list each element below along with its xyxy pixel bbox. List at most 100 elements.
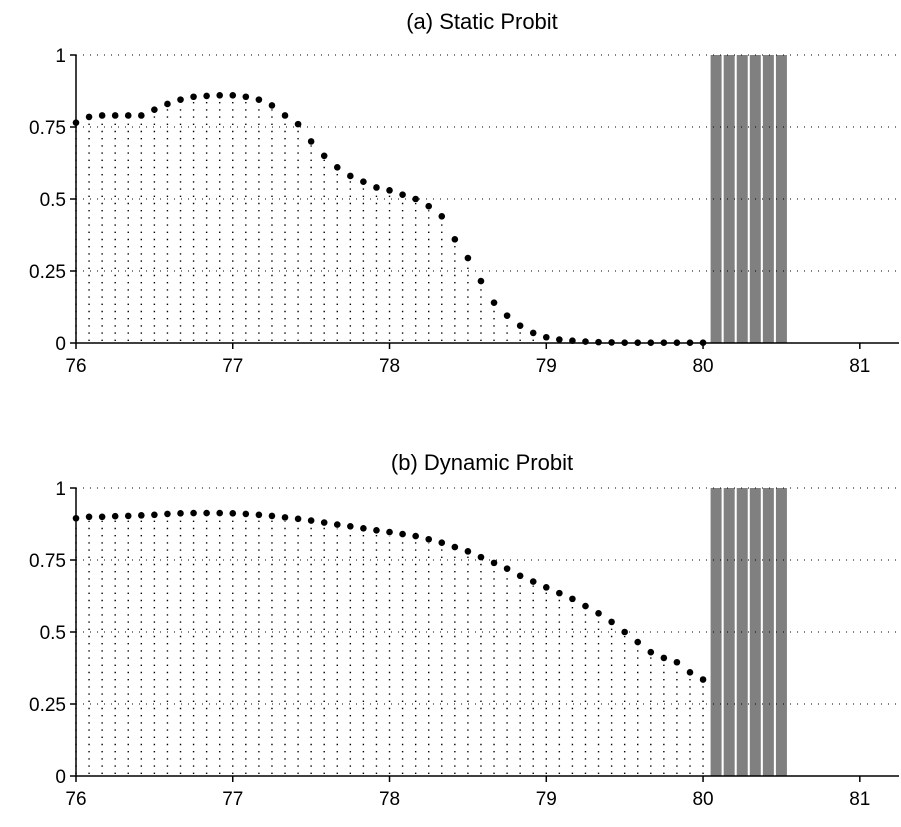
data-point-b: [425, 535, 433, 543]
data-point-b: [268, 512, 276, 520]
data-point-b: [72, 514, 80, 522]
shaded-bar-a: [762, 55, 774, 343]
y-tick-label-a: 0: [55, 334, 66, 355]
data-point-b: [190, 509, 197, 517]
data-point-b: [451, 543, 459, 551]
chart-panel-a: (a) Static Probit 0 0.25 0.5 0.75 1 76 77 78 79 8…: [29, 9, 899, 377]
data-point-a: [190, 93, 197, 101]
data-point-b: [360, 525, 367, 532]
data-point-b: [503, 565, 511, 572]
x-tick-label-a: 78: [379, 356, 400, 377]
x-tick-label-b: 77: [222, 789, 243, 810]
data-point-a: [386, 187, 393, 194]
data-point-a: [425, 202, 433, 210]
data-point-a: [399, 191, 406, 198]
data-point-a: [255, 96, 263, 103]
data-point-a: [556, 336, 563, 343]
shaded-bar-a: [736, 55, 748, 343]
data-point-a: [98, 112, 106, 119]
x-tick-label-a: 79: [536, 356, 557, 377]
data-point-a: [307, 138, 315, 145]
data-point-a: [477, 277, 485, 285]
shaded-bar-b: [710, 488, 722, 776]
data-point-b: [412, 532, 419, 540]
y-tick-label-a: 1: [55, 46, 66, 67]
data-point-a: [177, 96, 184, 103]
data-point-b: [582, 602, 589, 610]
data-point-a: [595, 338, 602, 346]
data-point-b: [699, 676, 707, 683]
data-point-b: [229, 510, 237, 517]
data-point-a: [124, 112, 132, 119]
data-point-b: [569, 595, 576, 603]
y-tick-label-a: 0.25: [29, 262, 66, 283]
data-point-a: [660, 339, 668, 347]
x-tick-label-a: 76: [65, 356, 86, 377]
y-tick-label-b: 0.75: [29, 551, 66, 572]
data-point-a: [673, 339, 681, 347]
chart-title-b: (b) Dynamic Probit: [391, 450, 573, 475]
chart-panel-b: (b) Dynamic Probit 0 0.25 0.5 0.75 1 76 77 78 79…: [29, 450, 899, 810]
data-point-a: [72, 119, 80, 126]
data-point-a: [373, 184, 380, 191]
data-point-b: [542, 584, 550, 591]
data-point-b: [242, 510, 250, 518]
data-point-a: [216, 92, 224, 99]
data-point-b: [673, 658, 681, 666]
y-tick-label-b: 0.5: [40, 623, 66, 644]
data-point-b: [634, 638, 642, 646]
data-point-b: [85, 513, 93, 521]
data-point-b: [333, 521, 341, 528]
data-point-a: [647, 339, 655, 347]
data-point-a: [281, 112, 289, 119]
shaded-bar-a: [710, 55, 722, 343]
x-tick-label-b: 76: [65, 789, 86, 810]
data-point-b: [111, 512, 119, 520]
data-point-a: [242, 93, 250, 101]
data-point-a: [347, 172, 354, 180]
x-tick-label-b: 81: [849, 789, 870, 810]
data-point-b: [556, 589, 563, 597]
data-point-b: [373, 527, 380, 534]
data-point-a: [412, 195, 419, 203]
data-point-a: [503, 312, 511, 319]
x-tick-label-b: 79: [536, 789, 557, 810]
data-point-b: [608, 618, 615, 626]
data-point-a: [151, 106, 158, 114]
shaded-bar-b: [723, 488, 735, 776]
data-point-b: [307, 517, 315, 524]
data-point-a: [582, 338, 589, 345]
data-point-a: [569, 337, 576, 344]
data-point-a: [699, 339, 707, 347]
data-point-a: [608, 339, 615, 346]
data-point-a: [464, 254, 472, 262]
y-tick-label-b: 1: [55, 479, 66, 500]
data-point-b: [595, 609, 602, 617]
data-point-b: [529, 578, 537, 585]
data-point-b: [621, 628, 628, 636]
data-point-a: [138, 112, 145, 119]
data-point-a: [686, 339, 694, 347]
x-tick-label-a: 81: [849, 356, 870, 377]
data-point-a: [320, 152, 328, 160]
data-point-b: [255, 511, 263, 519]
x-tick-label-a: 77: [222, 356, 243, 377]
data-point-a: [111, 112, 119, 119]
data-point-a: [516, 322, 524, 330]
data-point-b: [347, 523, 354, 530]
y-tick-label-a: 0.5: [40, 190, 66, 211]
x-tick-label-b: 78: [379, 789, 400, 810]
x-tick-label-a: 80: [692, 356, 713, 377]
shaded-bar-b: [736, 488, 748, 776]
data-point-b: [164, 510, 171, 518]
data-point-a: [203, 92, 210, 100]
data-point-a: [542, 333, 550, 341]
data-point-b: [647, 648, 655, 656]
data-point-b: [464, 548, 472, 555]
data-point-a: [634, 339, 642, 347]
data-point-a: [438, 212, 446, 220]
data-point-b: [216, 509, 224, 517]
data-point-b: [660, 654, 668, 662]
data-point-b: [281, 514, 289, 521]
